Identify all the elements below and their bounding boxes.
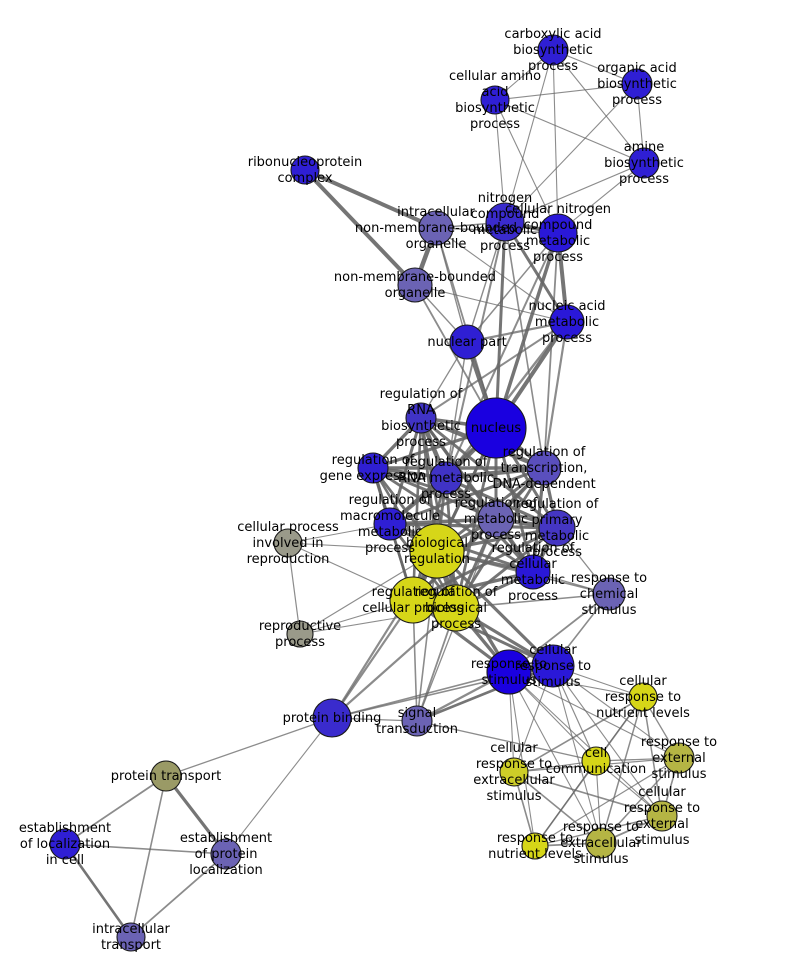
network-node-nucleus[interactable]: nucleus: [465, 397, 527, 459]
network-node-nitrogen-compound-metabolic-process[interactable]: nitrogen compound metabolic process: [485, 202, 525, 242]
network-edge: [411, 526, 559, 602]
network-edge: [435, 227, 568, 323]
network-node-intracellular-non-membrane-bounded-organelle[interactable]: intracellular non-membrane-bounded organ…: [418, 210, 454, 246]
network-node-response-to-chemical-stimulus[interactable]: response to chemical stimulus: [592, 577, 626, 611]
network-edge: [287, 542, 301, 635]
network-edge: [416, 720, 597, 762]
network-edge: [534, 757, 680, 847]
network-edge: [552, 49, 645, 164]
network-edge: [513, 696, 644, 773]
network-edge: [504, 221, 545, 469]
network-edge: [600, 696, 644, 844]
network-edge: [494, 99, 506, 223]
network-edge: [513, 771, 602, 844]
network-edge: [420, 321, 568, 419]
network-edge: [494, 220, 507, 430]
network-edge: [542, 320, 569, 470]
network-node-regulation-of-metabolic-process[interactable]: regulation of metabolic process: [477, 500, 515, 538]
network-node-carboxylic-acid-biosynthetic-process[interactable]: carboxylic acid biosynthetic process: [537, 34, 569, 66]
network-edge: [165, 717, 333, 777]
network-node-establishment-of-localization-in-cell[interactable]: establishment of localization in cell: [49, 828, 81, 860]
network-edge: [513, 771, 663, 817]
network-node-cell-communication[interactable]: cell communication: [581, 746, 611, 776]
network-node-response-to-nutrient-levels[interactable]: response to nutrient levels: [521, 832, 549, 860]
network-edge: [414, 284, 568, 323]
network-node-biological-regulation[interactable]: biological regulation: [409, 523, 465, 579]
network-edge: [552, 665, 602, 844]
network-edge: [63, 842, 133, 939]
network-edge: [371, 466, 498, 521]
network-node-reproductive-process[interactable]: reproductive process: [286, 620, 314, 648]
network-node-establishment-of-protein-localization[interactable]: establishment of protein localization: [210, 838, 242, 870]
network-node-protein-transport[interactable]: protein transport: [150, 760, 182, 792]
network-edge: [466, 232, 559, 343]
network-edge: [466, 221, 506, 343]
network-node-regulation-of-gene-expression[interactable]: regulation of gene expression: [357, 452, 389, 484]
network-node-cellular-response-to-stimulus[interactable]: cellular response to stimulus: [531, 644, 575, 688]
network-node-non-membrane-bounded-organelle[interactable]: non-membrane-bounded organelle: [397, 267, 433, 303]
network-node-intracellular-transport[interactable]: intracellular transport: [116, 922, 146, 952]
network-edge: [508, 671, 663, 817]
network-node-response-to-external-stimulus[interactable]: response to external stimulus: [663, 742, 695, 774]
network-node-cellular-response-to-extracellular-stimulus[interactable]: cellular response to extracellular stimu…: [499, 757, 529, 787]
network-node-response-to-extracellular-stimulus[interactable]: response to extracellular stimulus: [585, 827, 617, 859]
network-node-regulation-of-cellular-process[interactable]: regulation of cellular process: [389, 576, 437, 624]
network-node-regulation-of-cellular-metabolic-process[interactable]: regulation of cellular metabolic process: [515, 554, 551, 590]
network-node-cellular-amino-acid-biosynthetic-process[interactable]: cellular amino acid biosynthetic process: [480, 85, 510, 115]
network-edge: [411, 416, 423, 602]
network-node-ribonucleoprotein-complex[interactable]: ribonucleoprotein complex: [290, 155, 320, 185]
network-edge: [330, 606, 458, 720]
network-node-organic-acid-biosynthetic-process[interactable]: organic acid biosynthetic process: [621, 68, 653, 100]
network-node-regulation-of-macromolecule-metabolic-process[interactable]: regulation of macromolecule metabolic pr…: [373, 507, 407, 541]
network-edge: [388, 466, 546, 526]
network-node-cellular-response-to-external-stimulus[interactable]: cellular response to external stimulus: [646, 800, 678, 832]
network-edge: [600, 757, 680, 844]
network-edge: [494, 99, 559, 234]
network-edge: [503, 220, 569, 324]
network-edge: [504, 83, 638, 223]
network-edge: [552, 49, 559, 234]
network-node-protein-binding[interactable]: protein binding: [312, 698, 352, 738]
network-edge: [130, 853, 227, 938]
network-edge: [504, 162, 645, 223]
network-node-cellular-process-involved-in-reproduction[interactable]: cellular process involved in reproductio…: [273, 528, 303, 558]
network-node-regulation-of-primary-metabolic-process[interactable]: regulation of primary metabolic process: [538, 509, 576, 547]
network-edge: [455, 593, 610, 609]
network-edge: [494, 83, 638, 101]
network-edge: [552, 665, 663, 817]
network-edge: [64, 843, 227, 855]
network-edge: [534, 760, 597, 847]
network-edge: [164, 774, 228, 856]
network-edge: [508, 671, 536, 847]
network-node-nuclear-part[interactable]: nuclear part: [449, 324, 485, 360]
network-node-cellular-response-to-nutrient-levels[interactable]: cellular response to nutrient levels: [628, 682, 658, 712]
network-edge: [130, 775, 167, 938]
network-node-amine-biosynthetic-process[interactable]: amine biosynthetic process: [628, 147, 660, 179]
network-edge: [494, 99, 645, 164]
network-edge: [388, 522, 559, 530]
network-edge: [64, 775, 167, 845]
network-node-regulation-of-biological-process[interactable]: regulation of biological process: [432, 584, 480, 632]
network-edge: [508, 671, 644, 698]
network-edge: [303, 168, 417, 287]
network-node-response-to-stimulus[interactable]: response to stimulus: [486, 649, 532, 695]
network-node-cellular-nitrogen-compound-metabolic-process[interactable]: cellular nitrogen compound metabolic pro…: [538, 213, 578, 253]
network-node-nucleic-acid-metabolic-process[interactable]: nucleic acid metabolic process: [549, 304, 585, 340]
network-node-signal-transduction[interactable]: signal transduction: [401, 705, 433, 737]
network-edge: [225, 717, 333, 855]
network-edge: [642, 696, 663, 817]
nodes-layer[interactable]: carboxylic acid biosynthetic process orga…: [49, 34, 695, 952]
network-edge: [543, 232, 559, 469]
network-edge: [303, 168, 438, 230]
network-node-regulation-of-rna-biosynthetic-process[interactable]: regulation of RNA biosynthetic process: [405, 402, 437, 434]
network-node-regulation-of-transcription-dna-dependent[interactable]: regulation of transcription, DNA-depende…: [526, 450, 562, 486]
network-edge: [371, 466, 559, 530]
network-edge: [504, 49, 554, 223]
network-edge: [416, 550, 438, 722]
network-edge: [287, 523, 391, 544]
network-node-regulation-of-rna-metabolic-process[interactable]: regulation of RNA metabolic process: [429, 461, 463, 495]
